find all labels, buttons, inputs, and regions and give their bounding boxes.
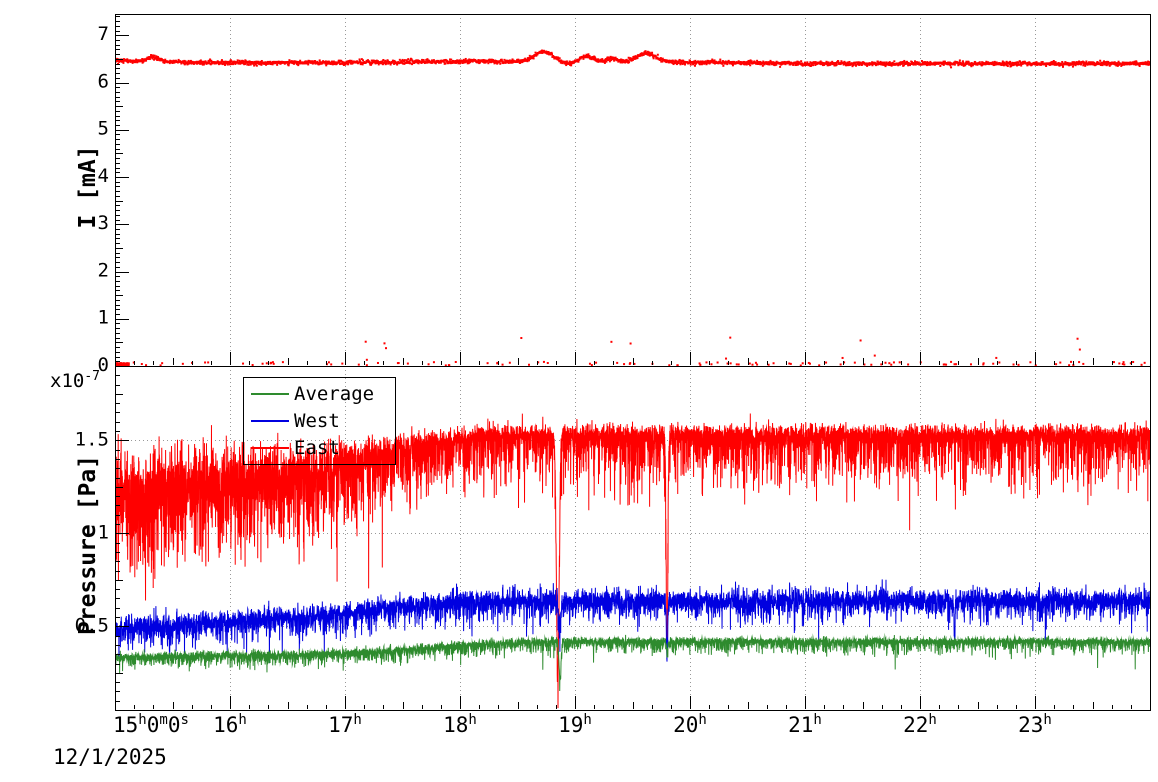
x-tick-label: 20h [673, 712, 707, 737]
legend-item-average: Average [244, 380, 395, 407]
y-axis-scale-exponent: x10-7 [50, 369, 100, 392]
x-tick-label: 21h [788, 712, 822, 737]
legend-item-west: West [244, 407, 395, 434]
scale-mantissa: x10 [50, 370, 85, 392]
legend-item-east: East [244, 434, 395, 461]
x-tick-label: 16h [213, 712, 247, 737]
x-tick-label: 18h [443, 712, 477, 737]
x-tick-label: 23h [1018, 712, 1052, 737]
average-line-swatch [251, 392, 289, 395]
y-axis-title-current: I [mA] [75, 145, 101, 229]
legend: Average West East [243, 377, 396, 465]
y-axis-title-pressure: Pressure [Pa] [75, 454, 101, 636]
legend-label-west: West [294, 409, 340, 432]
scale-exponent: -7 [84, 369, 100, 384]
west-line-swatch [251, 419, 289, 422]
legend-label-average: Average [294, 382, 375, 405]
x-tick-label: 17h [328, 712, 362, 737]
x-tick-label: 19h [558, 712, 592, 737]
date-label: 12/1/2025 [53, 745, 167, 769]
x-tick-label: 15h0m0s [113, 712, 189, 737]
legend-label-east: East [294, 436, 340, 459]
x-tick-label: 22h [903, 712, 937, 737]
east-line-swatch [251, 446, 289, 449]
